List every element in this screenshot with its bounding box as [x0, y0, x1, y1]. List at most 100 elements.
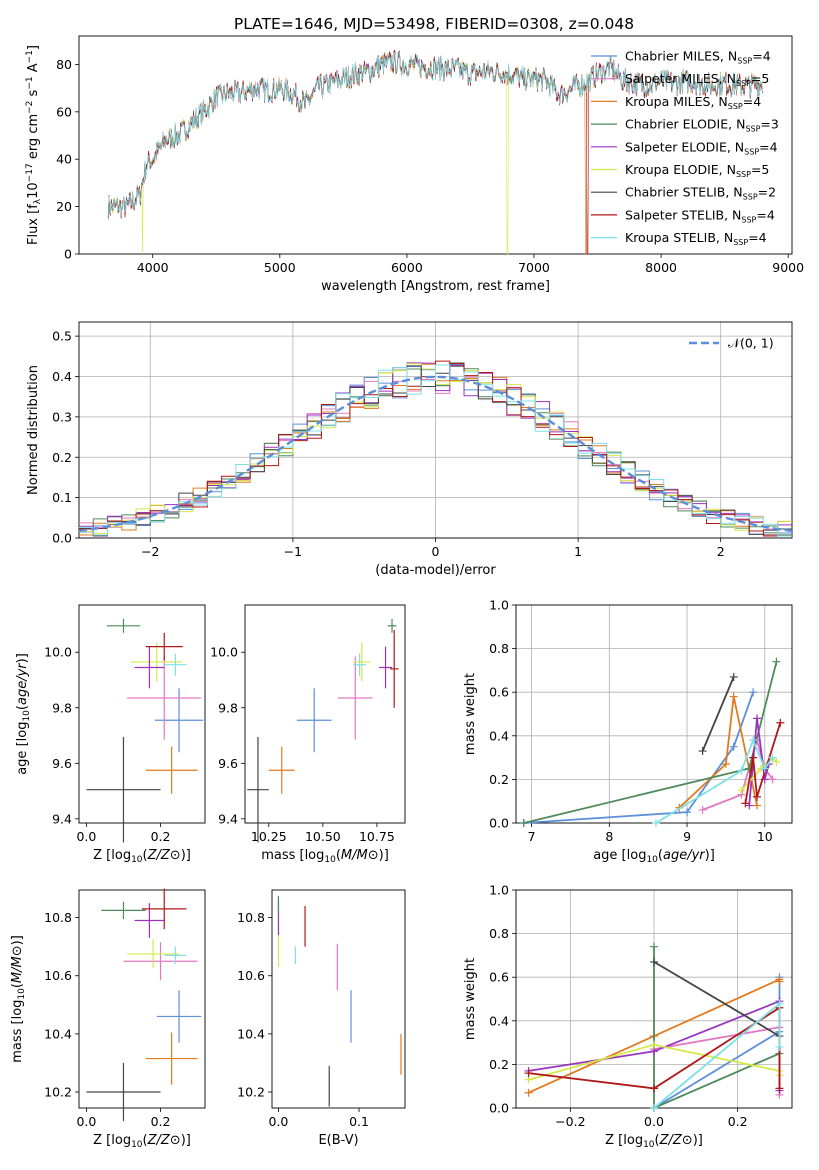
weight-marker	[721, 760, 730, 769]
residuals-panel: −2 −1 0 1 2 0.0 0.1 0.2 0.3 0.4 0.5 (data-model)/er…	[26, 321, 793, 578]
y-tick-label: 0.1	[52, 490, 72, 505]
weight-line-kroupa-stelib	[653, 1001, 781, 1109]
weight-marker	[749, 753, 758, 762]
y-axis-label: Flux [fλ10−17 erg cm−2 s−1 A−1]	[25, 45, 43, 245]
y-tick-label: 0.2	[489, 1057, 509, 1072]
figure-title: PLATE=1646, MJD=53498, FIBERID=0308, z=0…	[234, 15, 634, 33]
x-tick-label: 7000	[518, 260, 550, 275]
x-axis-label: age [log10(age/yr)]	[593, 848, 715, 865]
y-axis-label: mass weight	[463, 958, 478, 1040]
weight-marker	[772, 657, 781, 666]
weight-marker	[753, 714, 762, 723]
y-tick-label: 10.4	[237, 1026, 265, 1041]
age-vs-mass-panel: 10.25 10.50 10.75 9.4 9.6 9.8 10.0 mass [log10(…	[210, 604, 406, 865]
weight-vs-age-panel: 7 8 9 10 0.0 0.2 0.4 0.6 0.8 1.0 age [log10(age/yr…	[463, 598, 793, 865]
y-tick-label: 0.0	[489, 1101, 509, 1116]
x-tick-label: 6000	[391, 260, 423, 275]
weight-marker	[772, 757, 781, 766]
y-tick-label: 10.8	[237, 910, 265, 925]
y-tick-label: 0.0	[489, 816, 509, 831]
y-tick-label: 9.6	[218, 756, 238, 771]
x-tick-label: 9000	[772, 260, 804, 275]
weight-marker	[775, 999, 784, 1008]
weight-marker	[775, 1084, 784, 1093]
weight-marker	[524, 1088, 533, 1097]
x-tick-label: 0.0	[644, 1114, 664, 1129]
weight-marker	[650, 1104, 658, 1112]
weight-marker	[749, 736, 758, 745]
y-tick-label: 40	[56, 152, 72, 167]
axes-frame	[78, 35, 793, 255]
weight-marker	[651, 819, 660, 827]
weight-line-chabrier-stelib	[701, 676, 735, 752]
y-tick-label: 10.0	[210, 645, 238, 660]
y-tick-label: 0.3	[52, 409, 72, 424]
weight-marker	[768, 753, 777, 762]
x-tick-label: −2	[141, 544, 159, 559]
y-tick-label: 9.8	[52, 700, 72, 715]
y-tick-label: 1.0	[489, 598, 509, 613]
x-tick-label: 0.2	[151, 829, 171, 844]
y-tick-label: 0.6	[489, 685, 509, 700]
x-axis-label: Z [log10(Z/Z⊙)]	[93, 848, 191, 865]
weight-marker	[749, 688, 758, 697]
x-axis-label: wavelength [Angstrom, rest frame]	[321, 279, 550, 294]
weight-marker	[698, 805, 707, 814]
age-vs-z-panel: 0.0 0.2 9.4 9.6 9.8 10.0 Z [log10(Z/Z⊙)] age [l…	[15, 604, 206, 865]
x-tick-label: 10.50	[305, 829, 341, 844]
mass-vs-z-panel: 0.0 0.2 10.2 10.4 10.6 10.8 Z [log10(Z/Z⊙)] mas…	[10, 888, 206, 1150]
weight-marker	[650, 1040, 658, 1049]
legend-entry: Salpeter MILES, NSSP=5	[625, 71, 769, 88]
weight-marker	[650, 957, 658, 966]
y-tick-label: 10.6	[237, 968, 265, 983]
x-tick-label: 8000	[645, 260, 677, 275]
weight-line-chabrier-miles	[653, 977, 781, 1109]
spectrum-panel: 4000 5000 6000 7000 8000 9000 0 20 40 60 80 wavelen…	[25, 35, 804, 294]
weight-marker	[519, 819, 528, 827]
legend-entry: Chabrier ELODIE, NSSP=3	[625, 117, 779, 134]
x-tick-label: 4000	[137, 260, 169, 275]
x-tick-label: 0.2	[728, 1114, 748, 1129]
weight-marker	[741, 799, 750, 808]
x-tick-label: 0.2	[151, 1114, 171, 1129]
y-tick-label: 0.0	[52, 531, 72, 546]
weight-marker	[776, 718, 785, 727]
legend-entry: Salpeter ELODIE, NSSP=4	[625, 139, 778, 156]
x-tick-label: 0.0	[76, 829, 96, 844]
histogram-kroupa-stelib	[79, 364, 792, 537]
y-axis-label: age [log10(age/yr)]	[15, 653, 32, 775]
weight-marker	[729, 672, 738, 681]
weight-marker	[760, 764, 769, 773]
y-tick-label: 9.4	[52, 811, 72, 826]
y-tick-label: 0.8	[489, 641, 509, 656]
x-axis-label: Z [log10(Z/Z⊙)]	[93, 1133, 191, 1150]
y-tick-label: 0.6	[489, 970, 509, 985]
y-tick-label: 9.6	[52, 756, 72, 771]
y-tick-label: 80	[56, 57, 72, 72]
weight-marker	[524, 1069, 533, 1078]
y-tick-label: 0.2	[52, 450, 72, 465]
legend-entry: 𝒩(0, 1)	[728, 336, 774, 351]
x-tick-label: 0.1	[349, 1114, 369, 1129]
y-axis-label: mass weight	[463, 673, 478, 755]
y-tick-label: 10.2	[44, 1085, 72, 1100]
x-tick-label: 1	[574, 544, 582, 559]
axes-frame	[78, 889, 206, 1109]
y-tick-label: 9.4	[218, 811, 238, 826]
axes-frame	[244, 604, 406, 824]
y-tick-label: 0.4	[52, 369, 72, 384]
axes-frame	[78, 321, 793, 539]
spectrum-legend: Chabrier MILES, NSSP=4 Salpeter MILES, NS…	[591, 49, 779, 247]
x-tick-label: 10.75	[359, 829, 395, 844]
weight-marker	[753, 792, 762, 801]
weight-marker	[775, 977, 784, 986]
weight-marker	[737, 766, 746, 775]
weight-marker	[683, 808, 692, 817]
x-tick-label: 7	[528, 829, 536, 844]
x-tick-label: 5000	[264, 260, 296, 275]
legend-entry: Kroupa ELODIE, NSSP=5	[625, 162, 769, 179]
weight-marker	[698, 747, 707, 756]
axes-frame	[78, 604, 206, 824]
weight-marker	[745, 801, 754, 810]
